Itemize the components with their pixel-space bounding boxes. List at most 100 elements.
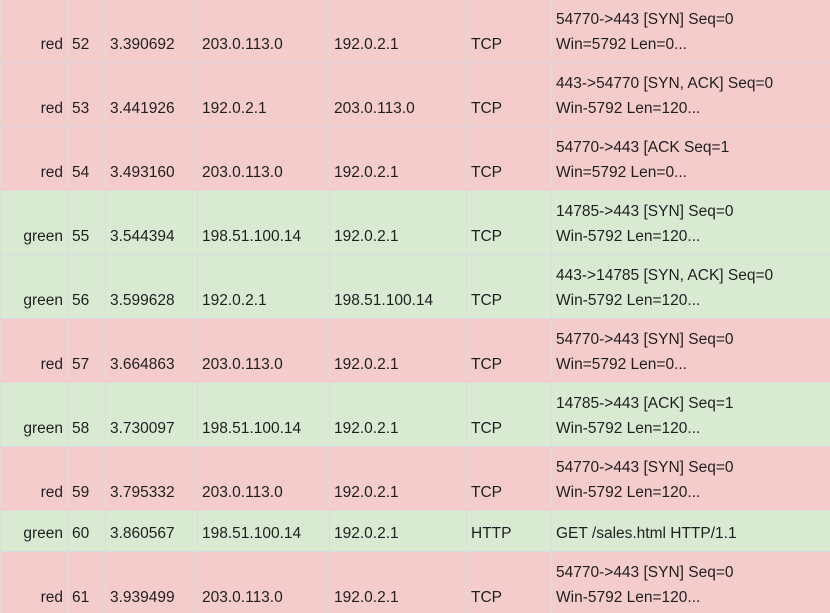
number-cell[interactable]: 56: [67, 254, 106, 319]
table-row[interactable]: red 57 3.664863 203.0.113.0 192.0.2.1 TCP 5477…: [0, 318, 830, 383]
protocol-cell[interactable]: TCP: [466, 0, 552, 63]
time-cell[interactable]: 3.860567: [105, 510, 198, 552]
table-row[interactable]: red 61 3.939499 203.0.113.0 192.0.2.1 TCP 5477…: [0, 551, 830, 613]
number-cell[interactable]: 57: [67, 318, 106, 383]
info-cell[interactable]: 14785->443 [ACK] Seq=1 Win-5792 Len=120..…: [551, 382, 830, 447]
time-cell[interactable]: 3.939499: [105, 551, 198, 613]
time-cell[interactable]: 3.795332: [105, 446, 198, 511]
table-row[interactable]: red 53 3.441926 192.0.2.1 203.0.113.0 TCP 443-…: [0, 62, 830, 127]
destination-cell[interactable]: 192.0.2.1: [329, 510, 467, 552]
color-cell[interactable]: red: [0, 62, 68, 127]
number-cell[interactable]: 58: [67, 382, 106, 447]
source-cell[interactable]: 203.0.113.0: [197, 551, 330, 613]
protocol-cell[interactable]: TCP: [466, 62, 552, 127]
table-row[interactable]: green 60 3.860567 198.51.100.14 192.0.2.1 HTT…: [0, 510, 830, 552]
source-cell[interactable]: 203.0.113.0: [197, 126, 330, 191]
color-cell[interactable]: red: [0, 446, 68, 511]
table-row[interactable]: green 55 3.544394 198.51.100.14 192.0.2.1 TCP…: [0, 190, 830, 255]
destination-cell[interactable]: 192.0.2.1: [329, 318, 467, 383]
protocol-cell[interactable]: TCP: [466, 318, 552, 383]
protocol-cell[interactable]: TCP: [466, 551, 552, 613]
table-row[interactable]: green 58 3.730097 198.51.100.14 192.0.2.1 TCP…: [0, 382, 830, 447]
info-cell[interactable]: 14785->443 [SYN] Seq=0 Win-5792 Len=120..…: [551, 190, 830, 255]
info-line: Win-5792 Len=120...: [556, 588, 701, 606]
source-cell[interactable]: 198.51.100.14: [197, 510, 330, 552]
info-cell[interactable]: GET /sales.html HTTP/1.1: [551, 510, 830, 552]
number-cell[interactable]: 54: [67, 126, 106, 191]
source-cell[interactable]: 192.0.2.1: [197, 254, 330, 319]
info-line: Win-5792 Len=120...: [556, 291, 701, 309]
info-line: 54770->443 [SYN] Seq=0: [556, 564, 734, 581]
source-cell[interactable]: 203.0.113.0: [197, 446, 330, 511]
time-cell[interactable]: 3.664863: [105, 318, 198, 383]
info-line: Win-5792 Len=120...: [556, 99, 701, 117]
info-cell[interactable]: 54770->443 [ACK Seq=1 Win=5792 Len=0...: [551, 126, 830, 191]
info-line: 14785->443 [SYN] Seq=0: [556, 203, 734, 220]
info-cell[interactable]: 54770->443 [SYN] Seq=0 Win=5792 Len=0...: [551, 0, 830, 63]
protocol-cell[interactable]: TCP: [466, 254, 552, 319]
source-cell[interactable]: 192.0.2.1: [197, 62, 330, 127]
info-line: 443->54770 [SYN, ACK] Seq=0: [556, 75, 774, 92]
info-line: 54770->443 [ACK Seq=1: [556, 139, 730, 156]
source-cell[interactable]: 198.51.100.14: [197, 190, 330, 255]
color-cell[interactable]: red: [0, 0, 68, 63]
info-line: Win=5792 Len=0...: [556, 163, 687, 181]
color-cell[interactable]: green: [0, 382, 68, 447]
destination-cell[interactable]: 192.0.2.1: [329, 446, 467, 511]
time-cell[interactable]: 3.390692: [105, 0, 198, 63]
info-line: 54770->443 [SYN] Seq=0: [556, 331, 734, 348]
color-cell[interactable]: green: [0, 190, 68, 255]
info-line: Win-5792 Len=120...: [556, 227, 701, 245]
table-row[interactable]: red 52 3.390692 203.0.113.0 192.0.2.1 TCP 5477…: [0, 0, 830, 63]
protocol-cell[interactable]: HTTP: [466, 510, 552, 552]
number-cell[interactable]: 53: [67, 62, 106, 127]
destination-cell[interactable]: 192.0.2.1: [329, 382, 467, 447]
destination-cell[interactable]: 192.0.2.1: [329, 190, 467, 255]
time-cell[interactable]: 3.544394: [105, 190, 198, 255]
protocol-cell[interactable]: TCP: [466, 446, 552, 511]
time-cell[interactable]: 3.599628: [105, 254, 198, 319]
protocol-cell[interactable]: TCP: [466, 126, 552, 191]
info-line: 54770->443 [SYN] Seq=0: [556, 11, 734, 28]
info-cell[interactable]: 443->14785 [SYN, ACK] Seq=0 Win-5792 Len=…: [551, 254, 830, 319]
destination-cell[interactable]: 192.0.2.1: [329, 126, 467, 191]
info-cell[interactable]: 54770->443 [SYN] Seq=0 Win-5792 Len=120..…: [551, 446, 830, 511]
time-cell[interactable]: 3.493160: [105, 126, 198, 191]
color-cell[interactable]: green: [0, 254, 68, 319]
source-cell[interactable]: 203.0.113.0: [197, 0, 330, 63]
time-cell[interactable]: 3.441926: [105, 62, 198, 127]
info-line: Win-5792 Len=120...: [556, 483, 701, 501]
destination-cell[interactable]: 192.0.2.1: [329, 0, 467, 63]
info-cell[interactable]: 54770->443 [SYN] Seq=0 Win=5792 Len=0...: [551, 318, 830, 383]
number-cell[interactable]: 55: [67, 190, 106, 255]
time-cell[interactable]: 3.730097: [105, 382, 198, 447]
color-cell[interactable]: red: [0, 318, 68, 383]
table-row[interactable]: red 54 3.493160 203.0.113.0 192.0.2.1 TCP 5477…: [0, 126, 830, 191]
destination-cell[interactable]: 203.0.113.0: [329, 62, 467, 127]
info-line: Win=5792 Len=0...: [556, 355, 687, 373]
info-line: 54770->443 [SYN] Seq=0: [556, 459, 734, 476]
number-cell[interactable]: 61: [67, 551, 106, 613]
info-line: 443->14785 [SYN, ACK] Seq=0: [556, 267, 774, 284]
table-row[interactable]: red 59 3.795332 203.0.113.0 192.0.2.1 TCP 5477…: [0, 446, 830, 511]
info-cell[interactable]: 443->54770 [SYN, ACK] Seq=0 Win-5792 Len=…: [551, 62, 830, 127]
color-cell[interactable]: red: [0, 551, 68, 613]
info-line: 14785->443 [ACK] Seq=1: [556, 395, 734, 412]
number-cell[interactable]: 52: [67, 0, 106, 63]
source-cell[interactable]: 198.51.100.14: [197, 382, 330, 447]
protocol-cell[interactable]: TCP: [466, 382, 552, 447]
color-cell[interactable]: red: [0, 126, 68, 191]
destination-cell[interactable]: 192.0.2.1: [329, 551, 467, 613]
table-row[interactable]: green 56 3.599628 192.0.2.1 198.51.100.14 TCP…: [0, 254, 830, 319]
info-cell[interactable]: 54770->443 [SYN] Seq=0 Win-5792 Len=120..…: [551, 551, 830, 613]
source-cell[interactable]: 203.0.113.0: [197, 318, 330, 383]
number-cell[interactable]: 59: [67, 446, 106, 511]
info-line: Win=5792 Len=0...: [556, 35, 687, 53]
destination-cell[interactable]: 198.51.100.14: [329, 254, 467, 319]
number-cell[interactable]: 60: [67, 510, 106, 552]
protocol-cell[interactable]: TCP: [466, 190, 552, 255]
color-cell[interactable]: green: [0, 510, 68, 552]
